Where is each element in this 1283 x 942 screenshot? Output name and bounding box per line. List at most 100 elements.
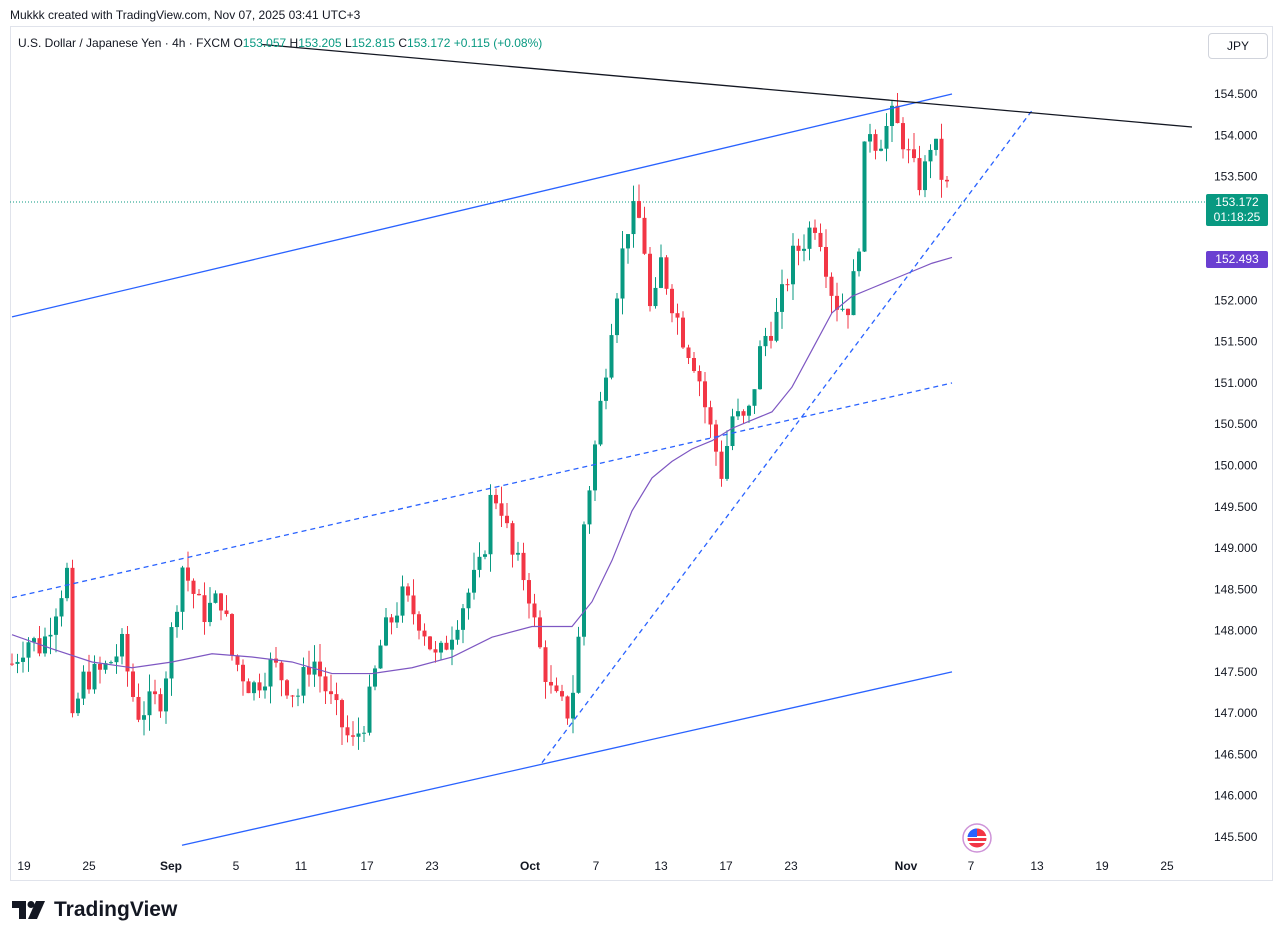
candle-body (494, 494, 498, 504)
price-tick-label: 148.000 (1214, 624, 1258, 638)
candle-body (411, 595, 416, 615)
time-tick-label: 23 (425, 859, 439, 873)
price-tick-label: 146.500 (1214, 747, 1258, 761)
candle-body (433, 649, 438, 653)
candle-body (763, 335, 768, 347)
price-tick-label: 149.500 (1214, 500, 1258, 514)
candle-body (422, 630, 427, 637)
candle-body (197, 593, 201, 596)
time-tick-label: 13 (1030, 859, 1044, 873)
candle-body (224, 610, 229, 615)
candle-body (587, 490, 592, 525)
candle-body (301, 667, 306, 696)
candle-body (923, 161, 927, 191)
time-tick-label: 5 (233, 859, 240, 873)
candle-body (736, 411, 740, 417)
us-flag-icon[interactable] (962, 823, 992, 853)
candle-body (307, 667, 311, 675)
chart-frame[interactable] (10, 26, 1273, 881)
time-axis[interactable]: 19 25 Sep 5 11 17 23 Oct 7 13 17 23 Nov 7 13 19 25 (17, 859, 1174, 873)
candle-body (510, 523, 515, 555)
candle-body (752, 389, 757, 406)
currency-button[interactable]: JPY (1208, 33, 1268, 59)
price-tick-label: 154.000 (1214, 128, 1258, 142)
time-tick-label: Nov (895, 859, 918, 873)
candle-body (769, 335, 773, 341)
candle-body (549, 681, 553, 686)
candle-body (901, 123, 905, 150)
candle-body (373, 668, 377, 687)
candle-body (576, 636, 581, 693)
candle-body (730, 416, 735, 447)
candle-body (840, 308, 845, 310)
candle-body (499, 503, 504, 516)
candle-body (213, 593, 218, 603)
candle-body (263, 686, 267, 691)
candle-body (32, 638, 36, 643)
candle-body (466, 592, 471, 609)
candle-body (120, 633, 124, 657)
price-tick-label: 148.500 (1214, 582, 1258, 596)
candle-body (835, 295, 839, 310)
candle-body (538, 617, 542, 648)
trendline-channel-upper[interactable] (11, 93, 953, 318)
candle-body (505, 515, 509, 524)
candle-body (92, 663, 97, 690)
candle-body (648, 253, 652, 307)
candle-body (395, 615, 399, 623)
candle-body (670, 288, 674, 314)
trendline-falling-resistance[interactable] (261, 43, 1193, 128)
credit-text: Mukkk created with TradingView.com, Nov … (10, 8, 361, 22)
candle-body (98, 663, 102, 670)
trendline-rising-support[interactable] (541, 110, 1033, 764)
candle-body (791, 245, 795, 285)
candle-body (70, 567, 75, 714)
candle-body (164, 678, 168, 712)
candle-body (598, 400, 603, 445)
price-tick-label: 152.000 (1214, 293, 1258, 307)
candle-body (444, 642, 449, 650)
candle-body (296, 695, 300, 697)
candle-body (554, 685, 559, 692)
candle-body (741, 411, 746, 416)
candle-body (934, 138, 938, 150)
candle-body (873, 134, 878, 151)
trendline-channel-lower[interactable] (181, 671, 953, 846)
time-tick-label: 19 (17, 859, 31, 873)
legend-close: 153.172 (407, 36, 451, 50)
candle-body (521, 552, 526, 581)
time-tick-label: Oct (520, 859, 540, 873)
candle-body (81, 671, 86, 699)
candle-body (939, 138, 944, 180)
candle-body (532, 603, 537, 618)
legend-symbol: U.S. Dollar / Japanese Yen · 4h · FXCM (18, 36, 231, 50)
candle-body (54, 616, 58, 635)
candle-body (747, 405, 751, 416)
candle-body (246, 681, 251, 694)
candle-body (906, 149, 911, 151)
candle-body (851, 271, 856, 316)
candle-body (318, 661, 322, 677)
candle-body (329, 691, 333, 695)
price-tick-label: 151.500 (1214, 335, 1258, 349)
price-tick-label: 154.500 (1214, 87, 1258, 101)
candle-body (208, 602, 212, 623)
candle-body (719, 451, 724, 479)
time-tick-label: 13 (654, 859, 668, 873)
candle-body (664, 257, 669, 289)
candle-body (362, 732, 366, 734)
candle-body (516, 552, 520, 555)
candle-body (131, 671, 135, 697)
price-tick-label: 145.500 (1214, 830, 1258, 844)
tradingview-logo[interactable]: TradingView (12, 898, 177, 922)
candle-body (169, 627, 174, 679)
trendline-channel-mid[interactable] (11, 382, 953, 599)
price-tick-label: 150.500 (1214, 417, 1258, 431)
candle-body (351, 735, 355, 737)
candle-body (340, 700, 344, 728)
time-tick-label: 7 (593, 859, 600, 873)
candle-body (65, 567, 69, 599)
candle-body (142, 715, 146, 720)
candlestick-series (10, 92, 949, 750)
